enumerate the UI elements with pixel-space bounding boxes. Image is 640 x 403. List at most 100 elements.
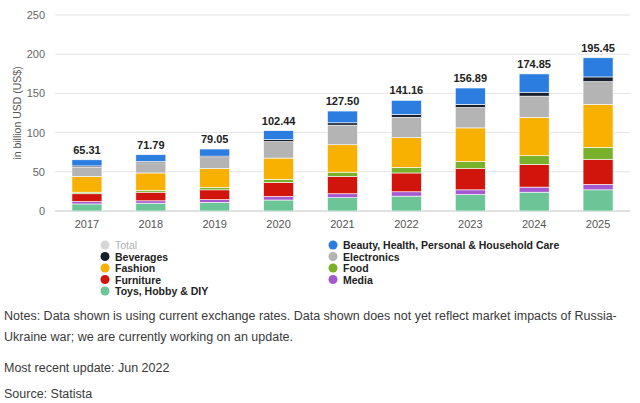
bar-segment bbox=[72, 167, 102, 176]
bar-segment bbox=[328, 123, 358, 125]
bar-segment bbox=[264, 200, 294, 211]
x-tick-label: 2023 bbox=[458, 218, 482, 230]
total-label: 127.50 bbox=[326, 95, 360, 107]
total-label: 71.79 bbox=[137, 139, 165, 151]
legend-label: Fashion bbox=[115, 262, 155, 274]
x-tick-label: 2021 bbox=[330, 218, 354, 230]
bar-segment bbox=[136, 192, 166, 201]
bar-segment bbox=[264, 158, 294, 179]
y-tick-label: 0 bbox=[39, 205, 45, 217]
bar-segment bbox=[136, 201, 166, 203]
total-label: 156.89 bbox=[453, 72, 487, 84]
bar-segment bbox=[391, 100, 421, 114]
legend-marker bbox=[101, 241, 110, 250]
legend-label: Media bbox=[343, 274, 373, 286]
bar-segment bbox=[72, 202, 102, 204]
bar-segment bbox=[200, 158, 230, 169]
bar-segment bbox=[519, 164, 549, 187]
x-tick-label: 2018 bbox=[139, 218, 163, 230]
chart: 050100150200250in billion USD (US$)20176… bbox=[0, 0, 640, 310]
bar-segment bbox=[455, 128, 485, 162]
total-label: 79.05 bbox=[201, 133, 229, 145]
legend-marker bbox=[101, 275, 110, 284]
legend-marker bbox=[329, 252, 338, 261]
y-tick-label: 250 bbox=[27, 9, 45, 21]
bar-segment bbox=[519, 74, 549, 92]
bar-segment bbox=[519, 192, 549, 211]
note: Notes: Data shown is using current excha… bbox=[4, 306, 634, 348]
legend-label: Beverages bbox=[115, 251, 168, 263]
bar-segment bbox=[455, 88, 485, 104]
total-label: 195.45 bbox=[581, 42, 615, 54]
legend-marker bbox=[101, 264, 110, 273]
bar-segment bbox=[519, 96, 549, 117]
bar-segment bbox=[72, 204, 102, 211]
bar-segment bbox=[455, 190, 485, 195]
total-label: 65.31 bbox=[73, 144, 101, 156]
total-label: 141.16 bbox=[390, 84, 424, 96]
legend-marker bbox=[101, 287, 110, 296]
bar-segment bbox=[136, 155, 166, 162]
bar-segment bbox=[136, 203, 166, 211]
bar-segment bbox=[455, 162, 485, 169]
bar-segment bbox=[200, 149, 230, 156]
bar-segment bbox=[391, 192, 421, 196]
bar-segment bbox=[328, 172, 358, 176]
bar-segment bbox=[455, 108, 485, 128]
bar-segment bbox=[519, 92, 549, 96]
bar-segment bbox=[455, 104, 485, 107]
bar-segment bbox=[583, 77, 613, 82]
bar-segment bbox=[328, 177, 358, 194]
total-label: 102.44 bbox=[262, 115, 297, 127]
bar-segment bbox=[391, 115, 421, 118]
note: Source: Statista bbox=[4, 384, 634, 403]
legend-label: Toys, Hobby & DIY bbox=[115, 285, 208, 297]
bar-segment bbox=[391, 173, 421, 192]
total-label: 174.85 bbox=[517, 58, 551, 70]
bars bbox=[72, 58, 613, 211]
bar-segment bbox=[264, 182, 294, 196]
legend-marker bbox=[101, 252, 110, 261]
legend-marker bbox=[329, 241, 338, 250]
legend-label: Food bbox=[343, 262, 369, 274]
x-tick-label: 2019 bbox=[202, 218, 226, 230]
legend-label: Beauty, Health, Personal & Household Car… bbox=[343, 239, 559, 251]
bar-segment bbox=[391, 117, 421, 137]
bar-segment bbox=[72, 160, 102, 166]
grid-line bbox=[55, 15, 630, 16]
bar-segment bbox=[583, 184, 613, 189]
x-tick-label: 2024 bbox=[522, 218, 546, 230]
bar-segment bbox=[583, 82, 613, 105]
legend-label: Electronics bbox=[343, 251, 400, 263]
legend-marker bbox=[329, 275, 338, 284]
bar-segment bbox=[72, 194, 102, 202]
grid-line bbox=[55, 54, 630, 55]
bar-segment bbox=[455, 169, 485, 190]
bar-segment bbox=[200, 187, 230, 189]
bar-segment bbox=[136, 173, 166, 190]
bar-segment bbox=[200, 202, 230, 211]
bar-segment bbox=[264, 142, 294, 158]
bar-segment bbox=[200, 169, 230, 188]
bar-segment bbox=[264, 179, 294, 182]
note: Most recent update: Jun 2022 bbox=[4, 358, 634, 379]
bar-segment bbox=[328, 125, 358, 145]
legend-label: Furniture bbox=[115, 274, 161, 286]
bar-segment bbox=[391, 138, 421, 168]
x-tick-label: 2017 bbox=[75, 218, 99, 230]
legend-label: Total bbox=[115, 239, 137, 251]
x-tick-label: 2020 bbox=[266, 218, 290, 230]
bar-segment bbox=[583, 58, 613, 77]
bar-segment bbox=[391, 196, 421, 211]
bar-segment bbox=[583, 104, 613, 147]
bar-segment bbox=[328, 198, 358, 211]
bar-segment bbox=[264, 131, 294, 140]
legend-marker bbox=[329, 264, 338, 273]
bar-segment bbox=[136, 163, 166, 173]
bar-segment bbox=[200, 190, 230, 200]
bar-segment bbox=[328, 194, 358, 198]
y-tick-label: 50 bbox=[33, 166, 45, 178]
bar-segment bbox=[72, 177, 102, 193]
x-tick-label: 2022 bbox=[394, 218, 418, 230]
bar-segment bbox=[328, 111, 358, 123]
